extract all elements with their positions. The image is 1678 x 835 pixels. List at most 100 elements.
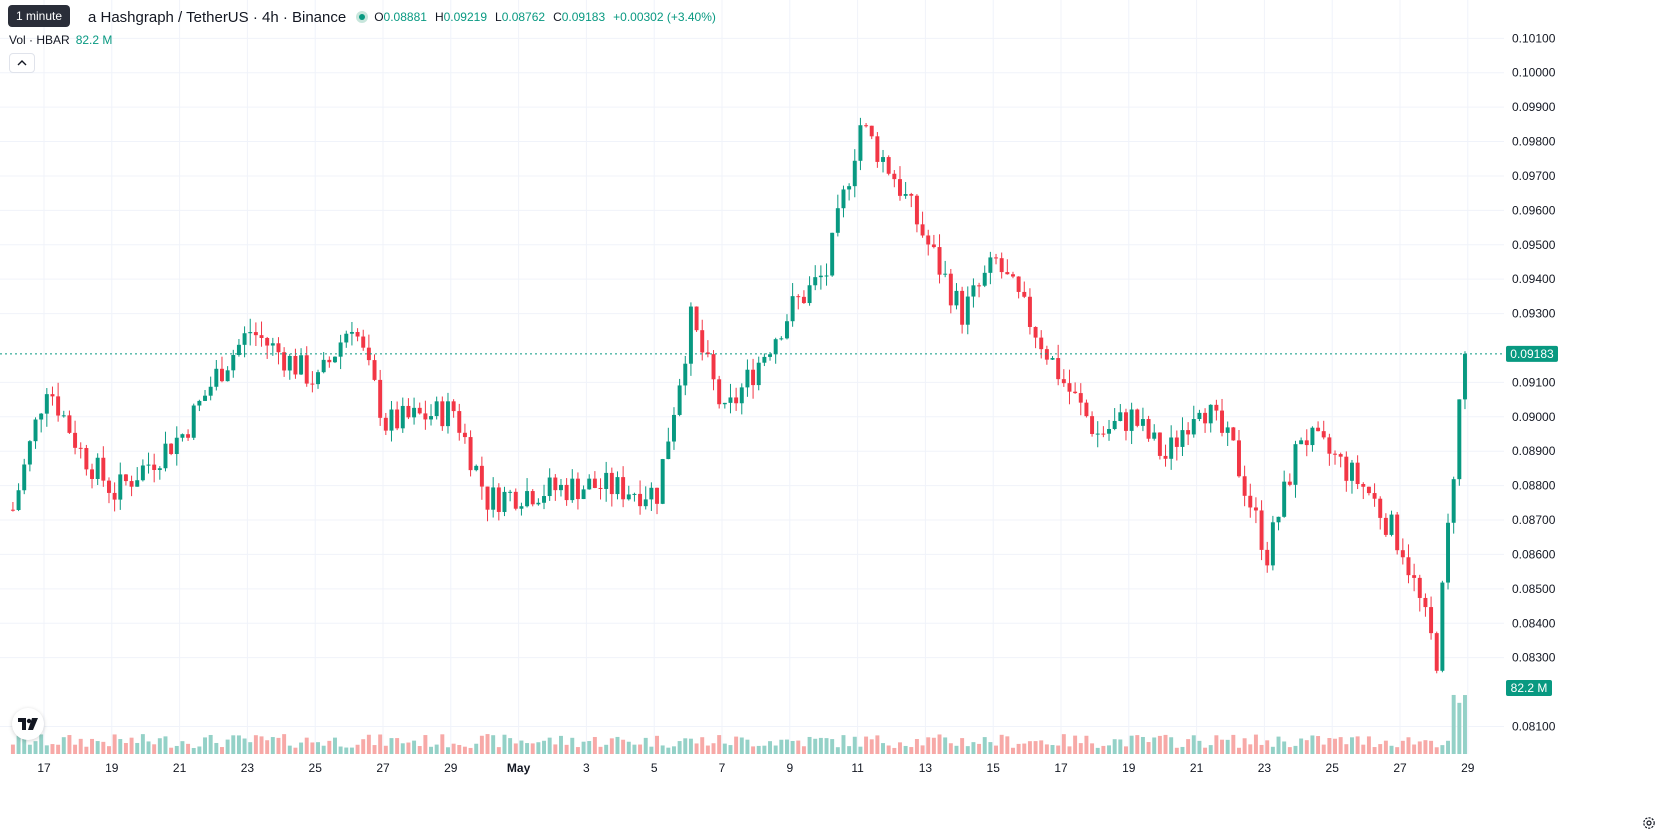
volume-bar[interactable]	[1265, 740, 1270, 754]
volume-bar[interactable]	[61, 737, 66, 754]
candle[interactable]	[1423, 597, 1428, 608]
candle[interactable]	[977, 285, 982, 287]
candle[interactable]	[1349, 462, 1354, 481]
candle[interactable]	[886, 157, 891, 174]
volume-bar[interactable]	[604, 744, 609, 754]
candle[interactable]	[1389, 514, 1394, 535]
candle[interactable]	[564, 484, 569, 501]
volume-bar[interactable]	[1056, 745, 1061, 754]
candle[interactable]	[609, 472, 614, 495]
volume-bar[interactable]	[1208, 745, 1213, 754]
candle[interactable]	[457, 411, 462, 433]
candle[interactable]	[1383, 517, 1388, 535]
candle[interactable]	[943, 273, 948, 275]
candle[interactable]	[1293, 444, 1298, 485]
volume-bar[interactable]	[587, 741, 592, 754]
volume-bar[interactable]	[943, 737, 948, 754]
volume-bar[interactable]	[310, 742, 315, 754]
candle[interactable]	[56, 396, 61, 416]
candle[interactable]	[372, 360, 377, 380]
volume-bar[interactable]	[332, 737, 337, 754]
candle[interactable]	[197, 400, 202, 406]
volume-bar[interactable]	[496, 747, 501, 754]
volume-bar[interactable]	[1180, 746, 1185, 754]
candle[interactable]	[1265, 549, 1270, 566]
volume-bar[interactable]	[163, 736, 168, 754]
volume-bar[interactable]	[16, 735, 21, 754]
volume-bar[interactable]	[773, 745, 778, 754]
candle[interactable]	[462, 432, 467, 438]
candle[interactable]	[1180, 430, 1185, 447]
candle[interactable]	[683, 363, 688, 386]
candle[interactable]	[694, 306, 699, 331]
candle[interactable]	[931, 244, 936, 248]
volume-bar[interactable]	[22, 737, 27, 754]
volume-bar[interactable]	[1316, 736, 1321, 754]
candle[interactable]	[892, 173, 897, 180]
volume-bar[interactable]	[146, 741, 151, 754]
volume-bar[interactable]	[231, 735, 236, 754]
candle[interactable]	[999, 258, 1004, 273]
candle[interactable]	[310, 383, 315, 385]
volume-bar[interactable]	[338, 746, 343, 754]
volume-bar[interactable]	[180, 741, 185, 754]
volume-bar[interactable]	[1005, 736, 1010, 754]
candle[interactable]	[926, 235, 931, 245]
candle[interactable]	[1457, 399, 1462, 480]
candle[interactable]	[236, 344, 241, 356]
candle[interactable]	[90, 469, 95, 479]
volume-bar[interactable]	[638, 744, 643, 754]
candle[interactable]	[1033, 326, 1038, 338]
volume-bar[interactable]	[655, 735, 660, 754]
candle[interactable]	[129, 481, 134, 487]
volume-bar[interactable]	[1073, 735, 1078, 754]
candle[interactable]	[231, 355, 236, 371]
candle[interactable]	[1022, 291, 1027, 297]
candle[interactable]	[858, 125, 863, 161]
candle[interactable]	[796, 296, 801, 298]
volume-bar[interactable]	[807, 736, 812, 754]
candle[interactable]	[1338, 454, 1343, 457]
candle[interactable]	[16, 490, 21, 511]
volume-bar[interactable]	[581, 741, 586, 754]
volume-bar[interactable]	[1282, 741, 1287, 754]
candle[interactable]	[643, 499, 648, 507]
candle[interactable]	[169, 443, 174, 455]
volume-bar[interactable]	[570, 737, 575, 754]
volume-bar[interactable]	[649, 746, 654, 754]
candle[interactable]	[626, 494, 631, 500]
candle[interactable]	[1412, 575, 1417, 578]
volume-bar[interactable]	[694, 743, 699, 754]
volume-bar[interactable]	[621, 739, 626, 754]
candle[interactable]	[157, 468, 162, 470]
volume-bar[interactable]	[592, 736, 597, 754]
volume-bar[interactable]	[349, 747, 354, 754]
volume-bar[interactable]	[197, 746, 202, 754]
candle[interactable]	[818, 275, 823, 278]
volume-bar[interactable]	[316, 742, 321, 754]
candle[interactable]	[1220, 410, 1225, 433]
candle[interactable]	[655, 487, 660, 504]
candle[interactable]	[468, 437, 473, 471]
candle[interactable]	[542, 496, 547, 503]
candle[interactable]	[1276, 516, 1281, 523]
settings-icon[interactable]	[1642, 816, 1656, 830]
volume-bar[interactable]	[462, 746, 467, 754]
candle[interactable]	[152, 464, 157, 470]
volume-bar[interactable]	[50, 744, 55, 754]
candle[interactable]	[768, 354, 773, 357]
candle[interactable]	[1214, 404, 1219, 411]
volume-bar[interactable]	[513, 743, 518, 754]
candle[interactable]	[525, 491, 530, 507]
volume-bar[interactable]	[491, 735, 496, 754]
candle[interactable]	[73, 432, 78, 448]
volume-bar[interactable]	[1299, 738, 1304, 754]
candle[interactable]	[61, 415, 66, 417]
candle[interactable]	[801, 296, 806, 304]
volume-bar[interactable]	[1078, 743, 1083, 754]
candle[interactable]	[378, 379, 383, 418]
volume-bar[interactable]	[1361, 744, 1366, 754]
volume-bar[interactable]	[728, 745, 733, 754]
volume-bar[interactable]	[293, 747, 298, 754]
volume-bar[interactable]	[287, 745, 292, 754]
